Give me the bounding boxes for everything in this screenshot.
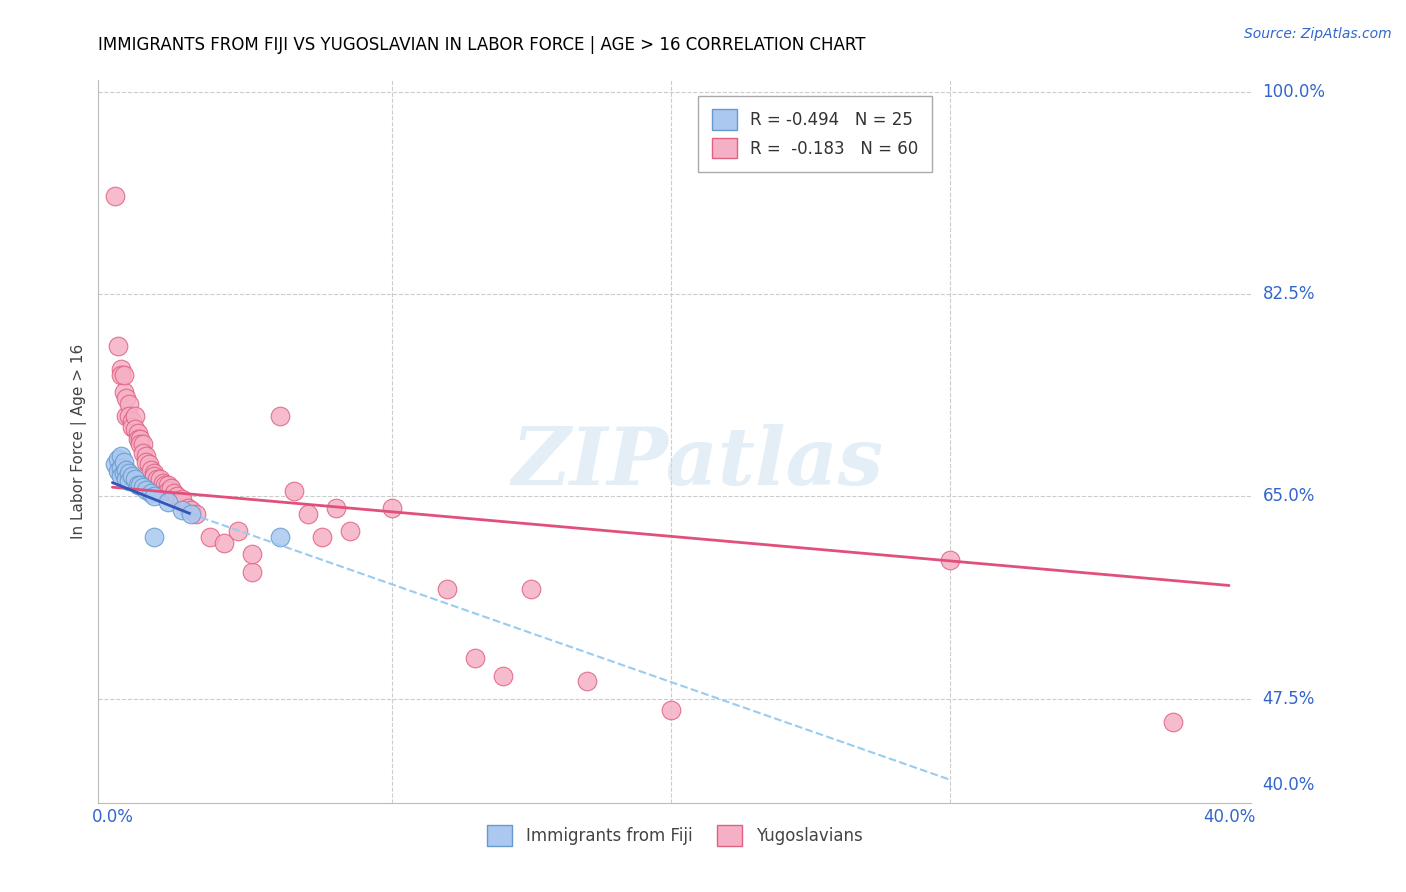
Point: [325, 501, 347, 516]
Point: [107, 464, 129, 478]
Point: [143, 467, 166, 481]
Point: [172, 495, 194, 509]
Point: [135, 455, 157, 469]
Point: [339, 524, 361, 538]
Point: [118, 397, 141, 411]
Point: [110, 468, 132, 483]
Point: [143, 530, 166, 544]
Point: [104, 189, 127, 203]
Point: [240, 547, 263, 561]
Point: [141, 463, 163, 477]
Point: [127, 478, 149, 492]
Point: [166, 490, 188, 504]
Point: [157, 495, 180, 509]
Point: [172, 491, 194, 506]
Point: [464, 651, 486, 665]
Point: [269, 530, 291, 544]
Point: [157, 478, 180, 492]
Point: [135, 483, 157, 497]
Point: [149, 472, 172, 486]
Point: [269, 409, 291, 423]
Point: [380, 501, 402, 516]
Point: [115, 472, 138, 486]
Point: [129, 432, 152, 446]
Point: [112, 467, 135, 481]
Point: [118, 475, 141, 489]
Text: IMMIGRANTS FROM FIJI VS YUGOSLAVIAN IN LABOR FORCE | AGE > 16 CORRELATION CHART: IMMIGRANTS FROM FIJI VS YUGOSLAVIAN IN L…: [98, 36, 866, 54]
Point: [110, 362, 132, 376]
Point: [110, 368, 132, 382]
Point: [212, 535, 235, 549]
Point: [160, 481, 183, 495]
Point: [112, 368, 135, 382]
Point: [172, 503, 194, 517]
Point: [132, 445, 155, 459]
Point: [112, 455, 135, 469]
Text: 47.5%: 47.5%: [1263, 690, 1315, 707]
Point: [311, 530, 333, 544]
Y-axis label: In Labor Force | Age > 16: In Labor Force | Age > 16: [72, 344, 87, 539]
Text: ZIPatlas: ZIPatlas: [512, 425, 884, 502]
Point: [180, 507, 202, 521]
Point: [155, 478, 177, 492]
Point: [115, 391, 138, 405]
Point: [184, 507, 207, 521]
Point: [283, 483, 305, 498]
Point: [575, 674, 598, 689]
Point: [112, 385, 135, 400]
Legend: Immigrants from Fiji, Yugoslavians: Immigrants from Fiji, Yugoslavians: [481, 819, 869, 852]
Point: [127, 425, 149, 440]
Point: [132, 437, 155, 451]
Point: [127, 432, 149, 446]
Point: [132, 480, 155, 494]
Point: [121, 414, 143, 428]
Point: [110, 460, 132, 475]
Point: [297, 507, 319, 521]
Point: [110, 449, 132, 463]
Point: [177, 501, 200, 516]
Point: [129, 478, 152, 492]
Point: [163, 486, 186, 500]
Text: 65.0%: 65.0%: [1263, 487, 1315, 506]
Point: [118, 467, 141, 481]
Point: [659, 703, 682, 717]
Point: [141, 486, 163, 500]
Point: [104, 457, 127, 471]
Point: [436, 582, 458, 596]
Text: 40.0%: 40.0%: [1263, 776, 1315, 795]
Point: [124, 409, 146, 423]
Point: [180, 503, 202, 517]
Point: [520, 582, 543, 596]
Point: [240, 565, 263, 579]
Point: [939, 553, 962, 567]
Point: [118, 409, 141, 423]
Point: [121, 468, 143, 483]
Point: [124, 472, 146, 486]
Point: [143, 468, 166, 483]
Point: [492, 668, 515, 682]
Point: [143, 490, 166, 504]
Point: [115, 463, 138, 477]
Point: [124, 422, 146, 436]
Point: [152, 475, 174, 490]
Point: [107, 339, 129, 353]
Text: 100.0%: 100.0%: [1263, 83, 1326, 101]
Point: [157, 483, 180, 498]
Point: [198, 530, 221, 544]
Point: [135, 449, 157, 463]
Text: 82.5%: 82.5%: [1263, 285, 1315, 303]
Point: [115, 409, 138, 423]
Text: Source: ZipAtlas.com: Source: ZipAtlas.com: [1244, 27, 1392, 41]
Point: [121, 420, 143, 434]
Point: [129, 437, 152, 451]
Point: [138, 457, 160, 471]
Point: [107, 452, 129, 467]
Point: [226, 524, 249, 538]
Point: [146, 472, 169, 486]
Point: [1161, 714, 1184, 729]
